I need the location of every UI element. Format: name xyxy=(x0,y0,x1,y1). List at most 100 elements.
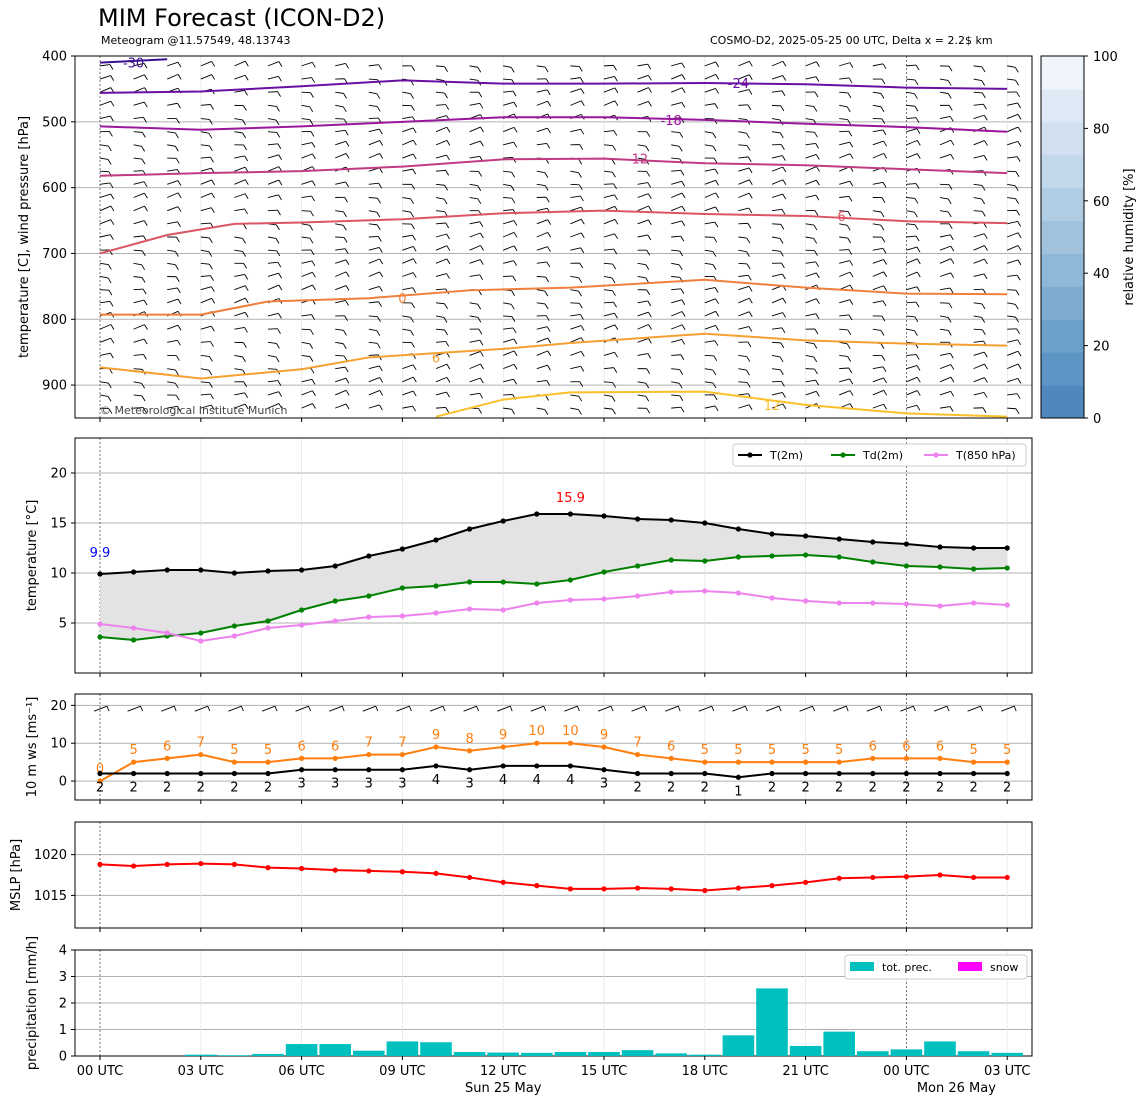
wind-barb xyxy=(200,355,210,357)
data-point xyxy=(97,861,103,868)
x-tick-label: 15 UTC xyxy=(581,1064,627,1079)
wind-barb xyxy=(503,65,512,68)
wind-barb xyxy=(671,394,680,397)
wind-barb xyxy=(194,705,208,712)
series-line xyxy=(100,764,1008,779)
data-point xyxy=(870,600,876,606)
wind-barb-flag xyxy=(981,303,986,310)
wind-barb xyxy=(839,118,848,121)
wind-barb-flag xyxy=(715,192,720,199)
wind-barb-flag xyxy=(647,234,652,241)
wind-barb-flag xyxy=(947,330,952,336)
wind-barb xyxy=(603,301,614,304)
data-point xyxy=(870,770,876,777)
wind-barb-flag xyxy=(176,118,180,124)
wind-barb xyxy=(603,312,615,317)
wind-barb xyxy=(839,328,848,331)
wind-barb-flag xyxy=(244,155,249,162)
wind-barb-flag xyxy=(343,330,347,336)
wind-barb-flag xyxy=(579,381,584,387)
data-label: 2 xyxy=(163,781,171,796)
wind-barb-flag xyxy=(444,92,448,99)
data-point xyxy=(870,539,876,545)
wind-barb xyxy=(738,179,750,185)
precip-bar xyxy=(386,1041,419,1056)
wind-barb xyxy=(872,389,884,396)
wind-barb xyxy=(839,141,850,146)
wind-barb xyxy=(463,705,477,712)
wind-barb-flag xyxy=(510,185,515,192)
wind-barb xyxy=(133,276,143,278)
wind-barb-flag xyxy=(916,246,921,253)
wind-barb-flag xyxy=(513,338,518,345)
wind-barb-flag xyxy=(714,405,719,412)
data-label: 1 xyxy=(734,784,742,799)
wind-barb-flag xyxy=(780,144,785,150)
wind-barb-flag xyxy=(746,263,751,270)
wind-barb xyxy=(133,407,144,409)
data-point xyxy=(534,763,540,769)
wind-barb xyxy=(200,236,210,239)
wind-barb-flag xyxy=(311,195,315,202)
wind-barb-flag xyxy=(779,132,784,139)
isotherm-label: 6 xyxy=(432,351,440,366)
wind-barb xyxy=(469,140,481,146)
wind-barb xyxy=(503,90,514,93)
wind-barb-flag xyxy=(916,377,921,383)
y-axis-label: precipitation [mm/h] xyxy=(25,936,40,1070)
wind-barb xyxy=(906,91,915,95)
wind-barb xyxy=(99,205,112,212)
wind-barb xyxy=(99,337,112,343)
data-point xyxy=(971,874,977,881)
wind-barb-flag xyxy=(845,705,849,712)
wind-barb-flag xyxy=(278,313,282,319)
temperature-annotation: 9.9 xyxy=(90,546,111,561)
wind-barb-flag xyxy=(144,74,148,80)
wind-barb-flag xyxy=(949,234,954,241)
wind-barb-flag xyxy=(477,198,482,205)
wind-barb xyxy=(536,276,546,278)
wind-barb xyxy=(564,705,578,712)
wind-barb xyxy=(771,341,781,344)
data-point xyxy=(467,606,473,612)
wind-barb xyxy=(402,376,414,383)
wind-barb xyxy=(267,194,279,198)
wind-barb-flag xyxy=(275,119,280,126)
wind-barb xyxy=(335,223,344,226)
data-point xyxy=(1004,874,1010,881)
wind-barb-flag xyxy=(242,251,247,257)
wind-barb xyxy=(234,166,246,172)
wind-barb xyxy=(234,193,246,198)
wind-barb xyxy=(200,167,212,172)
wind-barb-flag xyxy=(916,153,921,159)
wind-barb-flag xyxy=(477,317,482,323)
wind-barb-flag xyxy=(981,317,986,323)
colorbar-segment xyxy=(1041,385,1084,419)
data-point xyxy=(332,598,338,604)
data-point xyxy=(500,579,506,585)
wind-barb xyxy=(335,403,347,409)
wind-barb-flag xyxy=(511,409,515,415)
x-tick-label: 18 UTC xyxy=(682,1064,728,1079)
wind-barb xyxy=(469,377,481,383)
wind-barb xyxy=(469,339,480,343)
wind-barb xyxy=(1007,245,1019,251)
wind-barb-flag xyxy=(410,93,414,99)
wind-barb xyxy=(637,193,649,198)
wind-barb xyxy=(704,168,716,172)
wind-barb-flag xyxy=(748,311,753,317)
wind-barb-flag xyxy=(1016,91,1020,98)
legend-label: Td(2m) xyxy=(862,449,903,462)
wind-barb xyxy=(200,341,211,343)
wind-barb xyxy=(839,378,850,383)
wind-barb xyxy=(906,139,918,146)
wind-barb-flag xyxy=(915,183,920,189)
data-point xyxy=(702,759,708,765)
wind-barb-flag xyxy=(578,158,583,165)
wind-barb xyxy=(503,363,515,370)
wind-barb xyxy=(906,197,915,199)
wind-barb xyxy=(973,315,982,318)
wind-barb-flag xyxy=(480,245,484,251)
wind-barb xyxy=(167,73,179,80)
wind-barb-flag xyxy=(175,276,180,282)
